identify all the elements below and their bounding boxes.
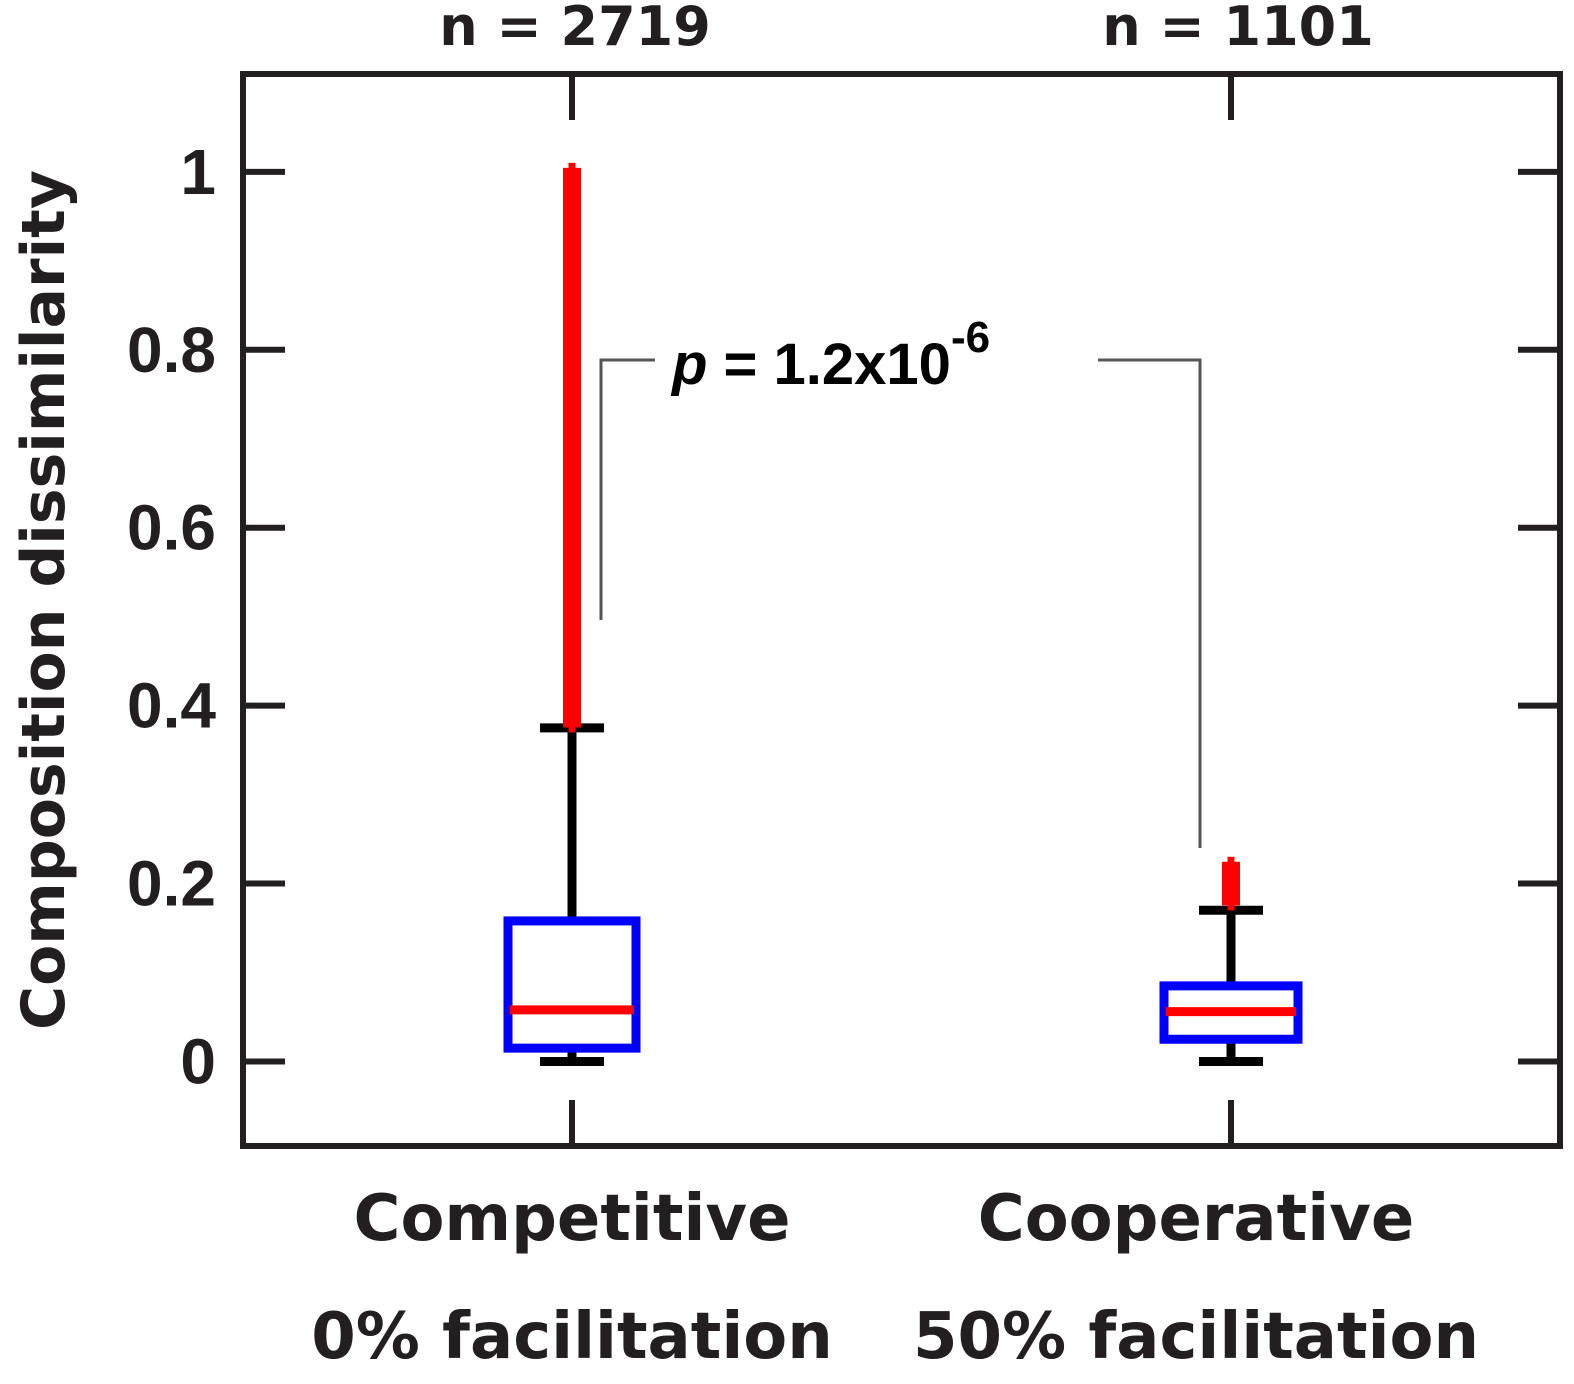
y-tick-label: 0.6 <box>127 492 216 564</box>
category-label-competitive-line2: 0% facilitation <box>311 1300 833 1374</box>
y-tick-label: 0.4 <box>127 670 216 742</box>
p-symbol: p <box>670 332 707 397</box>
significance-bracket <box>599 358 655 620</box>
significance-bracket-right <box>1098 358 1202 848</box>
plot-layer <box>503 162 1303 1066</box>
y-tick-label: 0 <box>180 1025 216 1097</box>
outlier-cluster-competitive <box>563 167 581 728</box>
axes-frame <box>240 71 1563 1149</box>
y-tick-label: 0.8 <box>127 314 216 386</box>
n-label-competitive: n = 2719 <box>439 0 711 58</box>
y-tick-label: 1 <box>180 136 216 208</box>
p-value-annotation: p = 1.2x10-6 <box>670 313 990 397</box>
box-competitive <box>503 916 641 1053</box>
y-axis-title: Composition dissimilarity <box>9 170 79 1030</box>
y-tick-label: 0.2 <box>127 848 216 920</box>
category-label-cooperative-line1: Cooperative <box>978 1182 1415 1256</box>
n-label-cooperative: n = 1101 <box>1102 0 1374 58</box>
category-label-cooperative-line2: 50% facilitation <box>913 1300 1479 1374</box>
category-label-competitive-line1: Competitive <box>353 1182 790 1256</box>
p-value-text: = 1.2x10 <box>707 332 951 397</box>
p-value-exponent: -6 <box>951 313 990 362</box>
outlier-cluster-cooperative <box>1222 861 1240 906</box>
